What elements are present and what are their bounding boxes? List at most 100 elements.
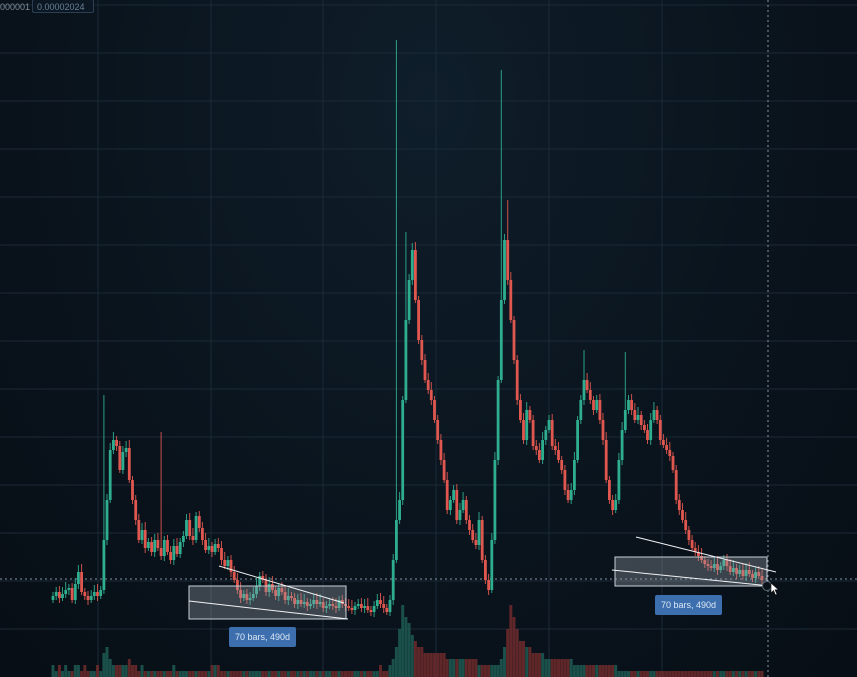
volume-bar-74	[286, 671, 290, 677]
volume-bar-104	[382, 671, 386, 677]
candle-body-211	[722, 560, 726, 566]
candle-body-161	[563, 470, 567, 490]
volume-bar-208	[712, 671, 716, 677]
candle-body-90	[337, 600, 341, 608]
volume-bar-71	[277, 671, 281, 677]
volume-bar-2	[57, 665, 61, 677]
volume-bar-147	[518, 641, 522, 677]
wedge-left-lower-trendline	[188, 600, 349, 620]
volume-bar-51	[213, 665, 217, 677]
candle-body-10	[83, 592, 87, 596]
volume-bar-86	[324, 671, 328, 677]
volume-bar-130	[464, 659, 468, 677]
candle-body-110	[401, 400, 405, 500]
candle-body-25	[131, 480, 134, 500]
candle-body-123	[442, 460, 446, 480]
volume-bar-129	[461, 659, 465, 677]
volume-bar-179	[620, 671, 624, 677]
volume-bar-132	[471, 659, 475, 677]
candle-body-2	[58, 592, 61, 598]
candle-body-164	[573, 460, 576, 490]
volume-bar-5	[67, 671, 71, 677]
candle-body-14	[96, 592, 99, 596]
candle-body-48	[204, 540, 207, 550]
volume-bar-54	[223, 671, 227, 677]
volume-bar-116	[420, 647, 424, 677]
candle-body-128	[458, 510, 462, 520]
candle-body-132	[471, 530, 475, 540]
volume-bar-125	[448, 659, 452, 677]
volume-bar-124	[445, 659, 449, 677]
candle-body-12	[89, 596, 93, 600]
volume-bar-166	[579, 665, 583, 677]
candle-body-106	[388, 600, 392, 612]
candle-body-93	[347, 606, 351, 608]
volume-bar-49	[207, 671, 211, 677]
volume-bar-75	[290, 671, 293, 677]
volume-bar-77	[296, 671, 300, 677]
volume-bar-24	[127, 659, 131, 677]
volume-bar-121	[436, 653, 440, 677]
candle-body-89	[334, 606, 338, 608]
volume-bar-27	[137, 671, 141, 677]
candle-body-168	[585, 380, 589, 390]
candle-body-18	[108, 450, 112, 500]
candle-body-40	[178, 542, 182, 554]
volume-bar-1	[54, 671, 58, 677]
candle-body-151	[531, 420, 535, 446]
candle-body-173	[601, 420, 605, 440]
measure-label-right[interactable]: 70 bars, 490d	[655, 595, 723, 615]
candle-body-21	[118, 446, 122, 470]
volume-bar-221	[754, 671, 758, 677]
candle-body-135	[480, 520, 484, 560]
candle-body-124	[445, 480, 449, 510]
volume-bar-91	[340, 671, 344, 677]
volume-bar-44	[191, 671, 195, 677]
candle-body-129	[461, 500, 465, 510]
drawing-overlays[interactable]	[188, 536, 777, 620]
volume-bar-62	[248, 671, 252, 677]
volume-bar-84	[318, 671, 322, 677]
volume-bars	[51, 605, 764, 677]
volume-bar-56	[229, 671, 233, 677]
volume-bar-205	[703, 671, 707, 677]
volume-bar-93	[347, 671, 351, 677]
volume-bar-140	[496, 665, 500, 677]
candle-body-140	[496, 380, 500, 460]
volume-bar-57	[232, 671, 236, 677]
candle-body-97	[360, 604, 363, 608]
candle-body-147	[519, 400, 522, 420]
volume-bar-180	[623, 671, 627, 677]
candle-body-37	[169, 552, 172, 560]
volume-bar-182	[630, 671, 634, 677]
candle-body-96	[356, 604, 360, 606]
candle-body-115	[417, 300, 420, 340]
candle-body-102	[375, 600, 379, 606]
candle-body-152	[534, 446, 538, 450]
candle-body-205	[703, 560, 707, 564]
volume-bar-46	[197, 671, 201, 677]
candle-body-15	[99, 590, 103, 596]
volume-bar-96	[356, 671, 360, 677]
candle-body-121	[436, 420, 440, 440]
candle-body-69	[271, 584, 274, 590]
candle-body-148	[522, 420, 525, 440]
volume-bar-163	[569, 659, 573, 677]
volume-bar-155	[544, 659, 548, 677]
volume-bar-20	[115, 665, 119, 677]
volume-bar-83	[315, 671, 319, 677]
measure-label-left[interactable]: 70 bars, 490d	[229, 627, 297, 647]
volume-bar-11	[86, 671, 90, 677]
volume-bar-69	[270, 671, 274, 677]
volume-bar-122	[439, 653, 443, 677]
candle-body-134	[477, 520, 481, 545]
candle-body-107	[391, 560, 395, 600]
candle-body-6	[70, 588, 74, 600]
candle-body-149	[525, 410, 529, 440]
candle-body-127	[455, 490, 459, 520]
candle-body-183	[633, 410, 637, 420]
candle-body-201	[690, 540, 694, 548]
volume-bar-133	[474, 659, 478, 677]
volume-bar-192	[661, 671, 665, 677]
